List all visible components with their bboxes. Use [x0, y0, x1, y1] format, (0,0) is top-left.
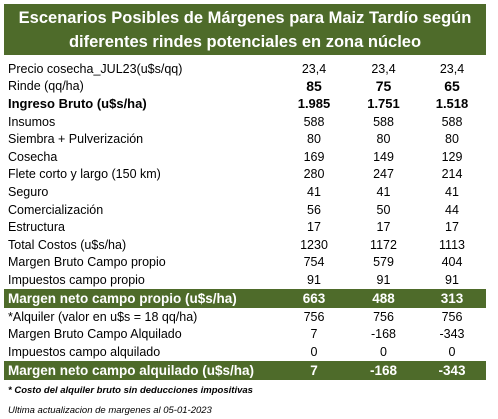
cell-scenario-3: 404	[441, 255, 463, 270]
row-label: Margen Bruto Campo Alquilado	[8, 327, 182, 342]
cell-scenario-3: 756	[441, 309, 463, 324]
cell-scenario-3: 1113	[439, 237, 465, 252]
table-row: Impuestos campo propio 91 91 91	[4, 271, 486, 289]
cell-scenario-1: 1230	[300, 237, 328, 252]
cell-scenario-2: -168	[370, 327, 397, 342]
cell-scenario-1: 0	[310, 344, 318, 359]
footnote-rent-cost: * Costo del alquiler bruto sin deduccion…	[8, 385, 253, 396]
table-row: Siembra + Pulverización 80 80 80	[4, 130, 486, 148]
cell-scenario-3: -343	[418, 360, 486, 380]
cell-scenario-3: 588	[441, 114, 463, 129]
row-label: Total Costos (u$s/ha)	[8, 237, 127, 252]
highlight-row: Margen neto campo propio (u$s/ha) 663 488 3…	[4, 288, 486, 308]
cell-scenario-2: 149	[373, 149, 394, 164]
cell-scenario-2: 488	[349, 288, 418, 308]
cell-scenario-2: 247	[373, 167, 394, 182]
table-row: Impuestos campo alquilado 0 0 0	[4, 343, 486, 361]
cell-scenario-1: 756	[303, 309, 325, 324]
row-label: Insumos	[8, 114, 56, 129]
cell-scenario-2: 756	[373, 309, 394, 324]
cell-scenario-3: 1.518	[435, 96, 469, 112]
cell-scenario-2: 50	[376, 202, 391, 217]
cell-scenario-3: 44	[445, 202, 459, 217]
table-row: Seguro 41 41 41	[4, 183, 486, 201]
cell-scenario-2: 1172	[370, 237, 397, 252]
table-row: Cosecha 169 149 129	[4, 148, 486, 166]
cell-scenario-1: 588	[303, 114, 325, 129]
cell-scenario-3: 0	[448, 344, 456, 359]
table-row: Total Costos (u$s/ha) 1230 1172 1113	[4, 236, 486, 254]
row-label: Seguro	[8, 184, 49, 199]
cell-scenario-2: -168	[349, 360, 418, 380]
highlight-row: Margen neto campo alquilado (u$s/ha) 7 -16…	[4, 360, 486, 380]
cell-scenario-1: 56	[307, 202, 321, 217]
cell-scenario-3: 41	[445, 184, 459, 199]
cell-scenario-2: 1.751	[367, 96, 400, 112]
cell-scenario-1: 85	[306, 78, 322, 95]
page-title: Escenarios Posibles de Márgenes para Mai…	[4, 4, 486, 55]
table-row: Flete corto y largo (150 km) 280 247 214	[4, 166, 486, 184]
cell-scenario-1: 663	[279, 288, 349, 308]
table-row: Comercialización 56 50 44	[4, 201, 486, 219]
cell-scenario-3: -343	[439, 327, 465, 342]
table-row: Margen Bruto Campo propio 754 579 404	[4, 254, 486, 272]
table-row: Insumos 588 588 588	[4, 113, 486, 131]
row-label: *Alquiler (valor en u$s = 18 qq/ha)	[8, 309, 198, 324]
cell-scenario-2: 17	[376, 220, 391, 235]
cell-scenario-1: 754	[303, 255, 325, 270]
cell-scenario-2: 41	[376, 184, 391, 199]
cell-scenario-2: 80	[376, 132, 391, 147]
row-label: Precio cosecha_JUL23(u$s/qq)	[8, 61, 183, 76]
cell-scenario-1: 280	[303, 167, 325, 182]
cell-scenario-1: 23,4	[301, 61, 327, 76]
row-label: Impuestos campo alquilado	[8, 344, 161, 359]
cell-scenario-3: 17	[445, 220, 459, 235]
row-label: Impuestos campo propio	[8, 272, 145, 287]
cell-scenario-1: 7	[279, 360, 349, 380]
row-label: Estructura	[8, 220, 65, 235]
cell-scenario-3: 80	[445, 132, 459, 147]
footnote-last-update: Ultima actualizacion de margenes al 05-0…	[8, 405, 212, 416]
cell-scenario-1: 17	[307, 220, 321, 235]
cell-scenario-2: 23,4	[371, 61, 396, 76]
row-label: Siembra + Pulverización	[8, 132, 144, 147]
row-label: Ingreso Bruto (u$s/ha)	[8, 96, 147, 112]
row-label: Margen neto campo propio (u$s/ha)	[4, 288, 279, 308]
margins-table: Precio cosecha_JUL23(u$s/qq) 23,4 23,4 23,4…	[4, 60, 486, 380]
cell-scenario-3: 214	[441, 167, 463, 182]
cell-scenario-1: 80	[307, 132, 321, 147]
cell-scenario-1: 41	[307, 184, 321, 199]
row-label: Flete corto y largo (150 km)	[8, 167, 161, 182]
cell-scenario-3: 23,4	[439, 61, 465, 76]
cell-scenario-1: 1.985	[297, 96, 331, 112]
cell-scenario-3: 91	[445, 272, 459, 287]
cell-scenario-2: 75	[375, 78, 392, 95]
table-row: Precio cosecha_JUL23(u$s/qq) 23,4 23,4 23,4	[4, 60, 486, 78]
cell-scenario-1: 7	[310, 327, 318, 342]
cell-scenario-3: 65	[444, 78, 460, 95]
cell-scenario-2: 91	[376, 272, 391, 287]
cell-scenario-1: 91	[307, 272, 321, 287]
row-label: Comercialización	[8, 202, 104, 217]
table-row: Rinde (qq/ha) 85 75 65	[4, 78, 486, 96]
title-line-1: Escenarios Posibles de Márgenes para Mai…	[18, 9, 472, 27]
cell-scenario-2: 588	[373, 114, 394, 129]
row-label: Margen Bruto Campo propio	[8, 255, 166, 270]
cell-scenario-3: 129	[441, 149, 463, 164]
cell-scenario-2: 579	[373, 255, 394, 270]
table-row: Ingreso Bruto (u$s/ha) 1.985 1.751 1.518	[4, 95, 486, 113]
table-row: Estructura 17 17 17	[4, 218, 486, 236]
cell-scenario-1: 169	[303, 149, 325, 164]
table-row: *Alquiler (valor en u$s = 18 qq/ha) 756 75…	[4, 308, 486, 326]
table-row: Margen Bruto Campo Alquilado 7 -168 -343	[4, 325, 486, 343]
title-line-2: diferentes rindes potenciales en zona nú…	[68, 33, 422, 51]
row-label: Rinde (qq/ha)	[8, 79, 84, 94]
cell-scenario-2: 0	[380, 344, 387, 359]
row-label: Margen neto campo alquilado (u$s/ha)	[4, 360, 279, 380]
row-label: Cosecha	[8, 149, 58, 164]
cell-scenario-3: 313	[418, 288, 486, 308]
